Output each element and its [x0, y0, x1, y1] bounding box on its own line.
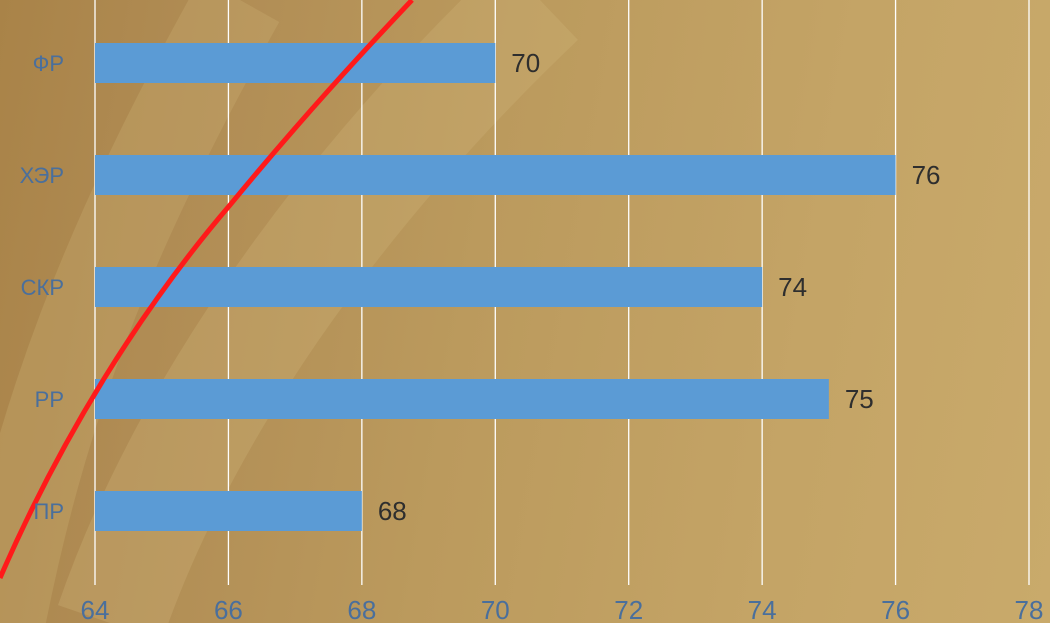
x-axis-tick-labels: 64 66 68 70 72 74 76 78: [81, 595, 1044, 623]
data-label: 70: [511, 48, 540, 78]
category-labels: ФР ХЭР СКР РР ПР: [20, 51, 64, 524]
bar-0: [95, 43, 496, 83]
x-tick-label: 68: [347, 595, 376, 623]
x-tick-label: 66: [214, 595, 243, 623]
category-label: ФР: [33, 51, 64, 76]
bar-3: [95, 379, 829, 419]
data-label: 68: [378, 496, 407, 526]
data-labels: 70 76 74 75 68: [378, 48, 941, 526]
category-label: СКР: [21, 275, 64, 300]
decorative-red-curve: [0, 0, 414, 579]
x-tick-label: 76: [881, 595, 910, 623]
category-label: ХЭР: [20, 163, 64, 188]
data-label: 74: [778, 272, 807, 302]
x-tick-label: 78: [1015, 595, 1044, 623]
data-label: 75: [845, 384, 874, 414]
bar-1: [95, 155, 896, 195]
x-tick-label: 70: [481, 595, 510, 623]
category-label: ПР: [34, 499, 65, 524]
x-tick-label: 74: [748, 595, 777, 623]
category-label: РР: [35, 387, 64, 412]
background-arc-inner: [58, 0, 578, 623]
bar-4: [95, 491, 362, 531]
bar-2: [95, 267, 763, 307]
data-label: 76: [912, 160, 941, 190]
bars: [95, 43, 896, 531]
x-tick-label: 64: [81, 595, 110, 623]
x-tick-label: 72: [614, 595, 643, 623]
